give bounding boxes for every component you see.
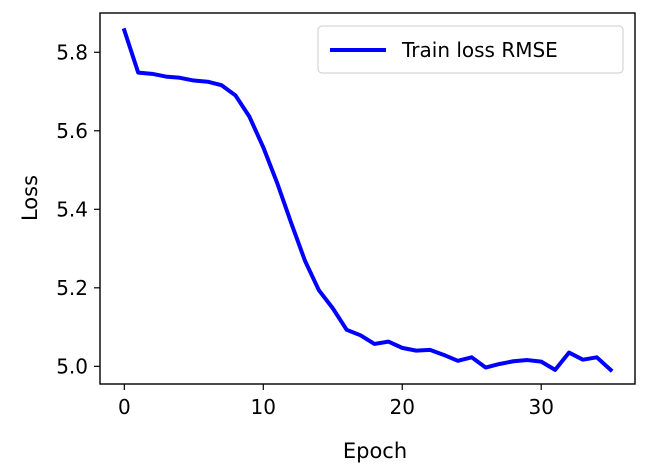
y-tick-label: 5.2: [56, 276, 88, 300]
legend: Train loss RMSE: [317, 25, 624, 74]
y-axis-label: Loss: [18, 175, 42, 221]
x-tick-label: 30: [528, 395, 553, 419]
x-tick-label: 10: [251, 395, 276, 419]
x-axis-label: Epoch: [343, 439, 407, 463]
y-tick-label: 5.8: [56, 40, 88, 64]
legend-box: [317, 25, 624, 74]
y-tick-label: 5.4: [56, 197, 88, 221]
plot-frame: [99, 12, 636, 385]
series-layer: [121, 27, 614, 373]
y-tick-label: 5.6: [56, 119, 88, 143]
y-tick-label: 5.0: [56, 354, 88, 378]
x-tick-label: 0: [118, 395, 131, 419]
ticks-layer: 0 10 20 30 5.0 5.2 5.4 5.6 5.8: [56, 40, 554, 419]
x-tick-label: 20: [390, 395, 415, 419]
series-line-train-loss-rmse: [121, 27, 614, 373]
legend-label: Train loss RMSE: [401, 38, 558, 62]
